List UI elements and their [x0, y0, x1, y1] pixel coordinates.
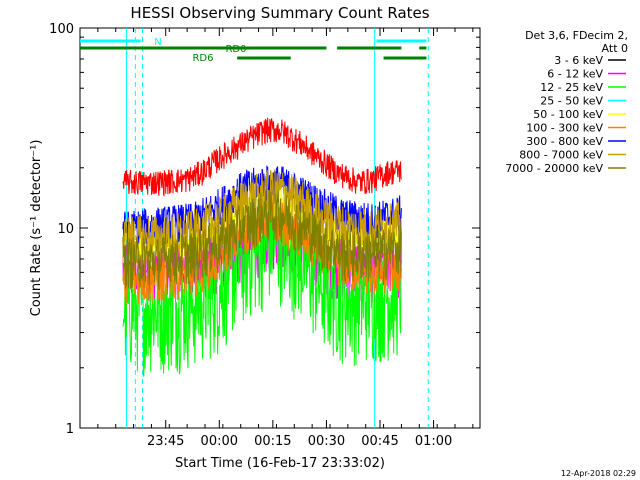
plot-area: 1 10 100 23:45 00:00 00:15 00:30 00:45 01:00 N RD0…: [49, 22, 481, 449]
flag-label-n: N: [154, 37, 161, 48]
legend-label-8: 7000 - 20000 keV: [505, 162, 603, 175]
legend-label-0: 3 - 6 keV: [554, 54, 603, 67]
series-trace-2: [122, 204, 402, 377]
series-trace-9: [122, 117, 402, 197]
flag-label-rd6: RD6: [192, 53, 213, 64]
legend-label-2: 12 - 25 keV: [540, 81, 603, 94]
x-axis-label: Start Time (16-Feb-17 23:33:02): [175, 456, 385, 471]
legend-label-3: 25 - 50 keV: [540, 95, 603, 108]
flag-label-rd0: RD0: [225, 44, 246, 55]
legend-label-4: 50 - 100 keV: [533, 108, 603, 121]
series-trace-7: [122, 169, 402, 268]
chart-title: HESSI Observing Summary Count Rates: [130, 4, 429, 22]
legend-label-1: 6 - 12 keV: [547, 68, 603, 81]
y-tick-label-2: 100: [49, 22, 74, 37]
x-tick-label-5: 01:00: [415, 434, 452, 449]
y-tick-label-0: 1: [66, 422, 74, 437]
y-axis-label: Count Rate (s⁻¹ detector⁻¹): [29, 140, 44, 317]
legend-label-5: 100 - 300 keV: [526, 122, 603, 135]
legend-header-line2: Att 0: [602, 42, 628, 55]
series-trace-8: [122, 189, 402, 290]
y-tick-label-1: 10: [57, 222, 74, 237]
legend-label-6: 300 - 800 keV: [526, 135, 603, 148]
legend-header-line1: Det 3,6, FDecim 2,: [525, 29, 628, 42]
x-tick-label-0: 23:45: [147, 434, 184, 449]
plot-timestamp: 12-Apr-2018 02:29: [561, 469, 636, 478]
x-tick-label-3: 00:30: [308, 434, 345, 449]
x-tick-label-1: 00:00: [201, 434, 238, 449]
legend-label-7: 800 - 7000 keV: [519, 149, 603, 162]
x-tick-label-4: 00:45: [361, 434, 398, 449]
x-tick-label-2: 00:15: [254, 434, 291, 449]
